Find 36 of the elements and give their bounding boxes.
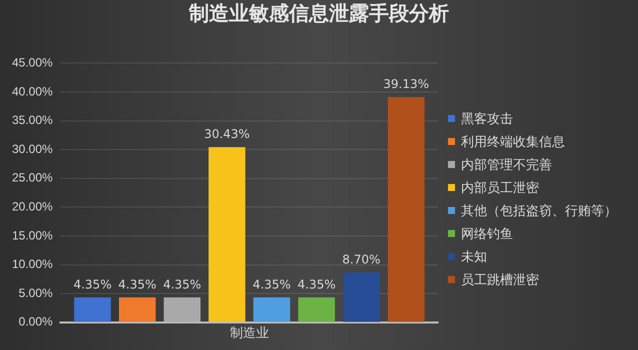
bar (118, 297, 156, 322)
y-tick-label: 35.00% (12, 113, 54, 128)
y-tick-label: 0.00% (18, 314, 54, 329)
bar (164, 297, 201, 322)
chart-title: 制造业敏感信息泄露手段分析 (188, 0, 450, 27)
bar (388, 97, 425, 322)
bar (342, 272, 380, 322)
data-label: 4.35% (297, 277, 336, 292)
data-label: 30.43% (204, 127, 250, 142)
y-tick-label: 15.00% (12, 228, 54, 242)
y-tick-label: 5.00% (18, 286, 54, 300)
y-tick-label: 10.00% (12, 257, 54, 272)
data-label: 4.35% (118, 277, 156, 292)
legend-label: 内部员工泄密 (461, 180, 539, 196)
data-label: 4.35% (73, 277, 112, 292)
data-label: 4.35% (163, 277, 202, 292)
y-tick-label: 25.00% (12, 170, 54, 185)
legend-label: 网络钓鱼 (461, 226, 513, 242)
y-tick-label: 45.00% (12, 56, 54, 70)
data-label: 4.35% (252, 277, 291, 292)
y-tick-label: 20.00% (12, 200, 54, 214)
legend-label: 黑客攻击 (461, 110, 513, 128)
bar (253, 297, 290, 322)
data-label: 8.70% (342, 252, 380, 266)
legend-label: 利用终端收集信息 (461, 134, 565, 150)
bar (298, 297, 335, 322)
bar (208, 147, 246, 322)
data-label: 39.13% (383, 77, 430, 92)
legend-label: 员工跳槽泄密 (461, 272, 539, 288)
bar (74, 297, 111, 322)
legend-label: 未知 (461, 248, 487, 266)
y-tick-label: 30.00% (12, 142, 54, 156)
x-tick-label: 制造业 (230, 324, 269, 340)
legend-label: 内部管理不完善 (461, 156, 552, 174)
y-tick-label: 40.00% (12, 84, 54, 98)
legend-label: 其他（包括盗窃、行贿等） (461, 202, 617, 220)
